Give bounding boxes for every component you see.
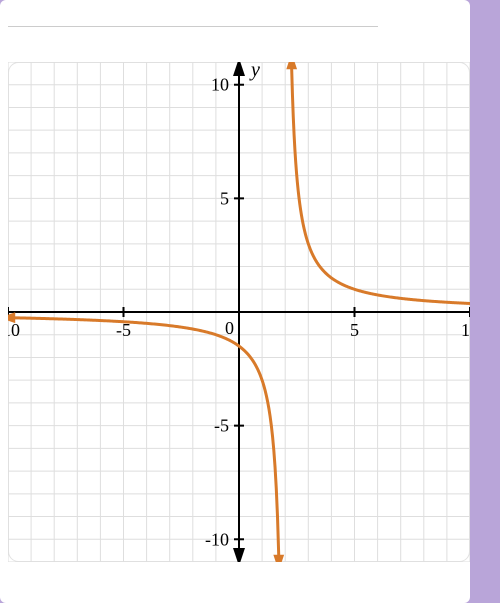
curve-right: [292, 68, 470, 303]
chart-area: -10-50510-10-5510y: [8, 62, 470, 562]
tick-label-y: 5: [220, 188, 229, 208]
tick-label-y: 10: [211, 75, 229, 95]
tick-label-x: -10: [8, 320, 20, 340]
tick-label-y: -5: [214, 416, 229, 436]
tick-label-x: 5: [350, 320, 359, 340]
tick-label-y: -10: [205, 529, 229, 549]
tick-label-x-0: 0: [225, 318, 234, 338]
tick-label-x: 10: [461, 320, 470, 340]
y-axis-label: y: [249, 62, 260, 81]
